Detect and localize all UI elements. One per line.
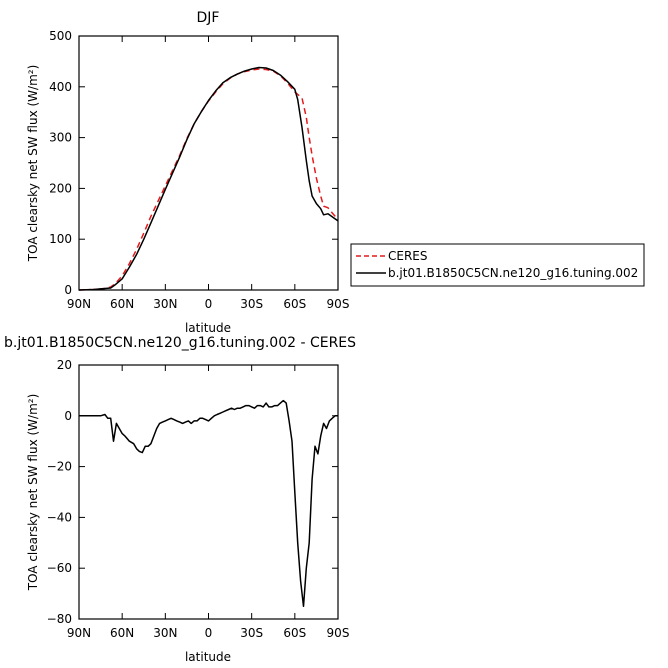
top-y-tick-label: 400 (49, 80, 72, 94)
top-plot-frame (78, 35, 339, 291)
top-y-tick-label: 300 (49, 131, 72, 145)
bottom-y-axis-label: TOA clearsky net SW flux (W/m²) (26, 394, 40, 592)
top-series-line-1 (78, 66, 339, 291)
bottom-y-tick-label: −40 (47, 510, 72, 524)
top-y-tick-label: 200 (49, 181, 72, 195)
top-x-tick-label: 60S (283, 297, 306, 311)
top-y-axis-label: TOA clearsky net SW flux (W/m²) (26, 65, 40, 263)
bottom-x-tick-label: 90S (327, 626, 350, 640)
legend-label-model: b.jt01.B1850C5CN.ne120_g16.tuning.002 (388, 266, 638, 280)
bottom-x-tick-label: 90N (67, 626, 91, 640)
bottom-x-tick-label: 60S (283, 626, 306, 640)
bottom-y-tick-label: 0 (64, 409, 72, 423)
top-chart-marks: 90N 60N 30N 0 30S 60S 90S 0 100 200 300 400 500 (49, 29, 349, 311)
legend-box (350, 243, 645, 287)
top-y-tick-label: 100 (49, 232, 72, 246)
top-x-tick-label: 90N (67, 297, 91, 311)
top-x-tick-label: 0 (205, 297, 213, 311)
bottom-panel: b.jt01.B1850C5CN.ne120_g16.tuning.002 - … (4, 335, 356, 664)
top-series-line-0 (78, 68, 339, 291)
top-y-tick-label: 0 (64, 283, 72, 297)
top-y-tick-label: 500 (49, 29, 72, 43)
bottom-y-tick-label: −60 (47, 561, 72, 575)
bottom-x-tick-label: 30N (153, 626, 177, 640)
top-x-axis-label: latitude (185, 321, 231, 335)
top-panel: DJF 90N 60N 30N 0 30S 60S 90S0100200300400500 … (26, 10, 645, 335)
bottom-x-tick-label: 60N (110, 626, 134, 640)
bottom-x-axis-label: latitude (185, 650, 231, 664)
bottom-chart-marks: 90N 60N 30N 0 30S 60S 90S −80 −60 −40 −20 0 20 (47, 358, 350, 640)
bottom-series-line-0 (79, 399, 338, 608)
bottom-y-tick-label: 20 (57, 358, 72, 372)
top-x-tick-label: 60N (110, 297, 134, 311)
bottom-plot-frame (78, 364, 339, 620)
bottom-y-tick-label: −80 (47, 612, 72, 626)
top-x-tick-label: 90S (327, 297, 350, 311)
top-chart-title: DJF (197, 10, 220, 26)
bottom-x-tick-label: 30S (240, 626, 263, 640)
bottom-chart-title: b.jt01.B1850C5CN.ne120_g16.tuning.002 - … (4, 335, 356, 351)
bottom-y-tick-label: −20 (47, 460, 72, 474)
bottom-x-tick-label: 0 (205, 626, 213, 640)
legend: CERES b.jt01.B1850C5CN.ne120_g16.tuning.… (350, 243, 645, 287)
top-x-tick-label: 30N (153, 297, 177, 311)
legend-label-ceres: CERES (388, 249, 428, 263)
top-x-tick-label: 30S (240, 297, 263, 311)
